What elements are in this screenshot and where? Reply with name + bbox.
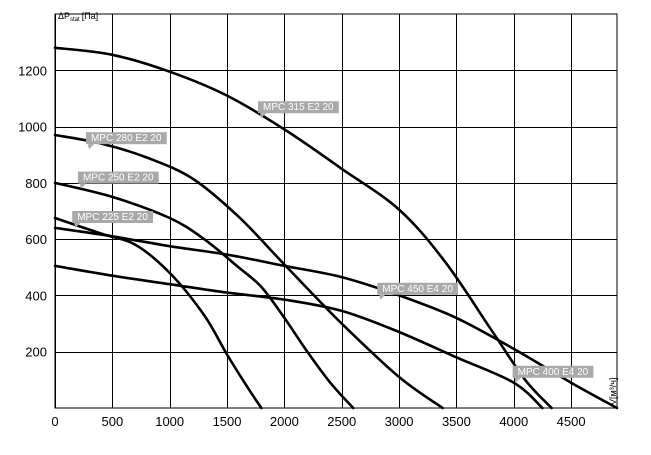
series-curve-3 [53, 216, 263, 410]
x-axis-title: V[м³/ч] [608, 378, 618, 405]
series-label-1: MPC 280 E2 20 [85, 132, 167, 150]
series-label-text: MPC 250 E2 20 [83, 173, 154, 184]
x-tick-label: 0 [51, 414, 58, 429]
series-label-box [77, 171, 159, 184]
x-tick-label: 1500 [213, 414, 242, 429]
curves [53, 46, 619, 410]
y-tick-label: 800 [25, 176, 47, 191]
series-label-3: MPC 225 E2 20 [72, 211, 154, 228]
y-axis-title-main: ΔP [58, 11, 70, 21]
series-label-pointer [79, 183, 86, 189]
y-axis-title-sub: stat [70, 17, 80, 23]
series-label-text: MPC 225 E2 20 [77, 212, 148, 223]
series-label-pointer [74, 223, 81, 228]
y-axis-title: ΔPstat [Па] [58, 11, 98, 23]
x-tick-label: 500 [101, 414, 123, 429]
y-tick-label: 1000 [18, 120, 47, 135]
series-curve-5 [53, 264, 544, 410]
x-tick-label: 3000 [385, 414, 414, 429]
series-label-box [512, 365, 594, 378]
series-label-text: MPC 450 E4 20 [382, 284, 453, 295]
grid [54, 13, 618, 409]
series-label-4: MPC 450 E4 20 [377, 282, 459, 300]
series-label-pointer [514, 377, 521, 383]
y-tick-label: 1200 [18, 63, 47, 78]
series-label-box [377, 282, 459, 295]
series-label-0: MPC 315 E2 20 [258, 101, 339, 119]
series-curve-1 [53, 133, 444, 410]
x-tick-label: 4500 [557, 414, 586, 429]
series-curve-4 [53, 226, 619, 410]
y-tick-label: 600 [25, 232, 47, 247]
series-label-box [258, 101, 339, 114]
y-axis-title-unit: [Па] [82, 11, 98, 21]
series-label-text: MPC 280 E2 20 [91, 133, 162, 144]
series-labels: MPC 315 E2 20 MPC 280 E2 20 MPC 250 E2 20 M… [72, 101, 594, 383]
tick-labels: 0 500 1000 1500 2000 2500 3000 3500 4000 4500 200 4… [18, 63, 586, 429]
series-label-box [85, 132, 167, 145]
x-tick-label: 4000 [499, 414, 528, 429]
x-tick-label: 2500 [327, 414, 356, 429]
series-label-5: MPC 400 E4 20 [512, 365, 594, 383]
series-label-pointer [379, 294, 386, 300]
x-tick-label: 3500 [442, 414, 471, 429]
series-label-pointer [260, 113, 267, 119]
series-label-pointer [87, 144, 94, 150]
y-tick-label: 400 [25, 288, 47, 303]
series-curve-2 [53, 181, 355, 410]
series-label-2: MPC 250 E2 20 [77, 171, 159, 189]
series-label-box [72, 211, 154, 223]
x-tick-label: 1000 [155, 414, 184, 429]
x-tick-label: 2000 [270, 414, 299, 429]
y-tick-label: 200 [25, 345, 47, 360]
series-label-text: MPC 400 E4 20 [518, 367, 589, 378]
series-label-text: MPC 315 E2 20 [263, 102, 334, 113]
